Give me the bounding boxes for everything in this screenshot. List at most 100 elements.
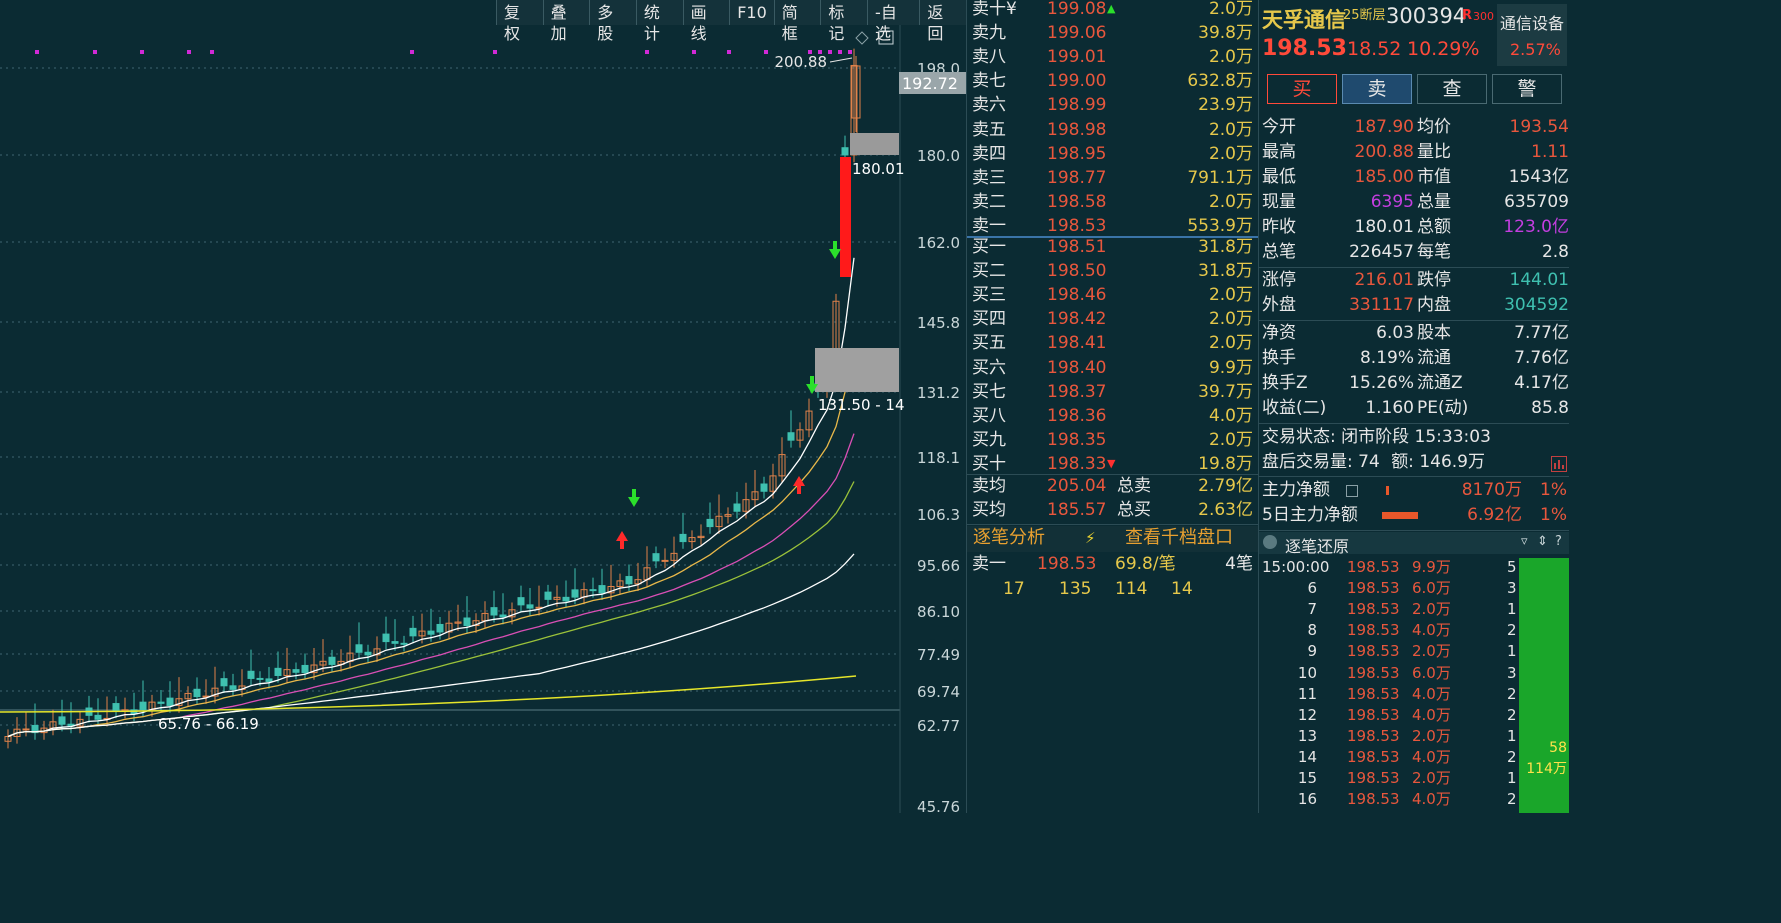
bid-row[interactable]: 买一 198.51 31.8万 — [967, 235, 1259, 259]
signal-arrow — [829, 249, 841, 259]
toolbar-button[interactable]: 标记 — [820, 0, 867, 43]
tick-volume: 6.0万 — [1412, 663, 1451, 682]
tick-price: 198.53 — [1347, 769, 1400, 787]
flow-bar — [1386, 486, 1389, 495]
candle-body — [463, 617, 471, 627]
quote-key: 昨收 — [1262, 217, 1296, 237]
quote-field: 内盘 304592 — [1417, 293, 1569, 317]
tick-volume: 2.0万 — [1412, 726, 1451, 745]
quote-key: 今开 — [1262, 117, 1296, 137]
quote-value: 1.160 — [1365, 398, 1414, 418]
quote-value: 2.8 — [1541, 242, 1569, 262]
bid-row[interactable]: 买九 198.35 2.0万 — [967, 428, 1259, 452]
quote-field: 昨收 180.01 — [1262, 215, 1414, 239]
bid-row[interactable]: 买五 198.41 2.0万 — [967, 331, 1259, 355]
quote-value: 6.03 — [1376, 323, 1414, 343]
ask-row[interactable]: 卖九 199.06 39.8万 — [967, 21, 1259, 45]
flow-pct: 1% — [1540, 505, 1567, 525]
ask-label: 卖七 — [972, 71, 1006, 92]
quote-field: PE(动) 85.8 — [1417, 396, 1569, 420]
tick-volume: 2.0万 — [1412, 642, 1451, 661]
prev-close-label: 180.01 — [852, 160, 905, 178]
ask-row[interactable]: 卖二 198.58 2.0万 — [967, 190, 1259, 214]
signal-dot — [838, 50, 842, 54]
tick-time: 7 — [1307, 600, 1317, 619]
bid-row[interactable]: 买六 198.40 9.9万 — [967, 356, 1259, 380]
ask-price: 198.58 — [1047, 191, 1107, 212]
candle-body — [661, 559, 669, 562]
trade-status-label: 交易状态: — [1262, 427, 1336, 447]
toolbar-button[interactable]: 返回 — [919, 0, 966, 43]
bid-row[interactable]: 买二 198.50 31.8万 — [967, 259, 1259, 283]
ask-volume: 2.0万 — [1208, 143, 1253, 164]
ask-row[interactable]: 卖七 199.00 632.8万 — [967, 69, 1259, 93]
toolbar-button[interactable]: -自选 — [867, 0, 919, 43]
ask-row[interactable]: 卖八 199.01 2.0万 — [967, 45, 1259, 69]
ask-price: 198.95 — [1047, 143, 1107, 164]
toolbar-button[interactable]: 复权 — [496, 0, 543, 43]
quote-field: 总笔 226457 — [1262, 240, 1414, 264]
sort-icon[interactable]: ⇕ — [1537, 534, 1548, 549]
collapse-icon[interactable] — [1263, 535, 1277, 549]
bid-row[interactable]: 买七 198.37 39.7万 — [967, 380, 1259, 404]
tab-depth-view[interactable]: 查看千档盘口 — [1125, 527, 1233, 548]
ask-row[interactable]: 卖一 198.53 553.9万 — [967, 214, 1259, 238]
candlestick-svg[interactable]: 198.0180.0162.0145.8131.2118.1106.395.66… — [0, 0, 966, 813]
tick-time: 12 — [1297, 705, 1317, 724]
ask-row[interactable]: 卖四 198.95 2.0万 — [967, 142, 1259, 166]
signal-dot — [764, 50, 768, 54]
candle-body — [301, 664, 309, 674]
sell-button[interactable]: 卖 — [1342, 74, 1412, 104]
toolbar-button[interactable]: 画线 — [682, 0, 730, 43]
ask-volume: 2.0万 — [1208, 119, 1253, 140]
bid-row[interactable]: 买四 198.42 2.0万 — [967, 307, 1259, 331]
last-price: 198.53 — [1262, 36, 1347, 61]
bid-price: 198.50 — [1047, 261, 1107, 282]
toolbar-button[interactable]: 多股 — [589, 0, 636, 43]
candle-body — [247, 670, 255, 679]
chart-toggle-icon[interactable] — [1551, 456, 1567, 472]
alert-button[interactable]: 警 — [1492, 74, 1562, 104]
toolbar-button[interactable]: 叠加 — [542, 0, 590, 43]
tick-row: 14 198.53 4.0万 2 — [1259, 747, 1517, 768]
queue-item: 114 — [1115, 579, 1148, 599]
ask-row[interactable]: 卖六 198.99 23.9万 — [967, 93, 1259, 117]
bid-label: 买八 — [972, 405, 1006, 426]
tick-time: 9 — [1307, 642, 1317, 661]
query-button[interactable]: 查 — [1417, 74, 1487, 104]
ask-row[interactable]: 卖五 198.98 2.0万 — [967, 118, 1259, 142]
stock-code: 300394 — [1386, 4, 1467, 28]
candle-body — [652, 553, 660, 562]
filter-icon[interactable]: ▿ — [1521, 534, 1528, 549]
note-icon[interactable] — [1346, 485, 1358, 497]
ask-row[interactable]: 卖十¥ 199.08 2.0万 ▲ — [967, 0, 1259, 21]
toolbar-button[interactable]: 简框 — [773, 0, 821, 43]
quote-value: 1.11 — [1531, 142, 1569, 162]
toolbar-button[interactable]: F10 — [729, 0, 774, 25]
tab-tick-analysis[interactable]: 逐笔分析 — [973, 527, 1045, 548]
arrow-up-icon: ▲ — [1107, 2, 1116, 15]
bid-row[interactable]: 买八 198.36 4.0万 — [967, 404, 1259, 428]
toolbar-button[interactable]: 统计 — [635, 0, 683, 43]
quote-key: 现量 — [1262, 192, 1296, 212]
ask-row[interactable]: 卖三 198.77 791.1万 — [967, 166, 1259, 190]
ask-volume: 791.1万 — [1187, 167, 1253, 188]
signal-dot — [848, 50, 852, 54]
bid-row[interactable]: 买十 198.33 19.8万 ▼ — [967, 452, 1259, 476]
quote-key: 总量 — [1417, 192, 1451, 212]
help-icon[interactable]: ? — [1555, 534, 1562, 549]
tick-volume: 2.0万 — [1412, 769, 1451, 787]
quote-value: 123.0亿 — [1503, 217, 1569, 237]
stock-tag: 25断层 — [1343, 8, 1386, 23]
bid-row[interactable]: 买三 198.46 2.0万 — [967, 283, 1259, 307]
candle-body — [409, 627, 417, 637]
quote-field: 净资 6.03 — [1262, 321, 1414, 345]
bid-volume: 9.9万 — [1208, 357, 1253, 378]
tick-volume: 4.0万 — [1412, 705, 1451, 724]
sector-box[interactable]: 通信设备 2.57% — [1497, 4, 1567, 66]
kline-chart[interactable]: 198.0 180.0 162.0 145.8 131.2 118.1 106.3 95.66… — [0, 0, 966, 813]
candle-body — [211, 687, 219, 697]
tick-volume: 4.0万 — [1412, 747, 1451, 766]
ask-label: 卖六 — [972, 95, 1006, 116]
buy-button[interactable]: 买 — [1267, 74, 1337, 104]
